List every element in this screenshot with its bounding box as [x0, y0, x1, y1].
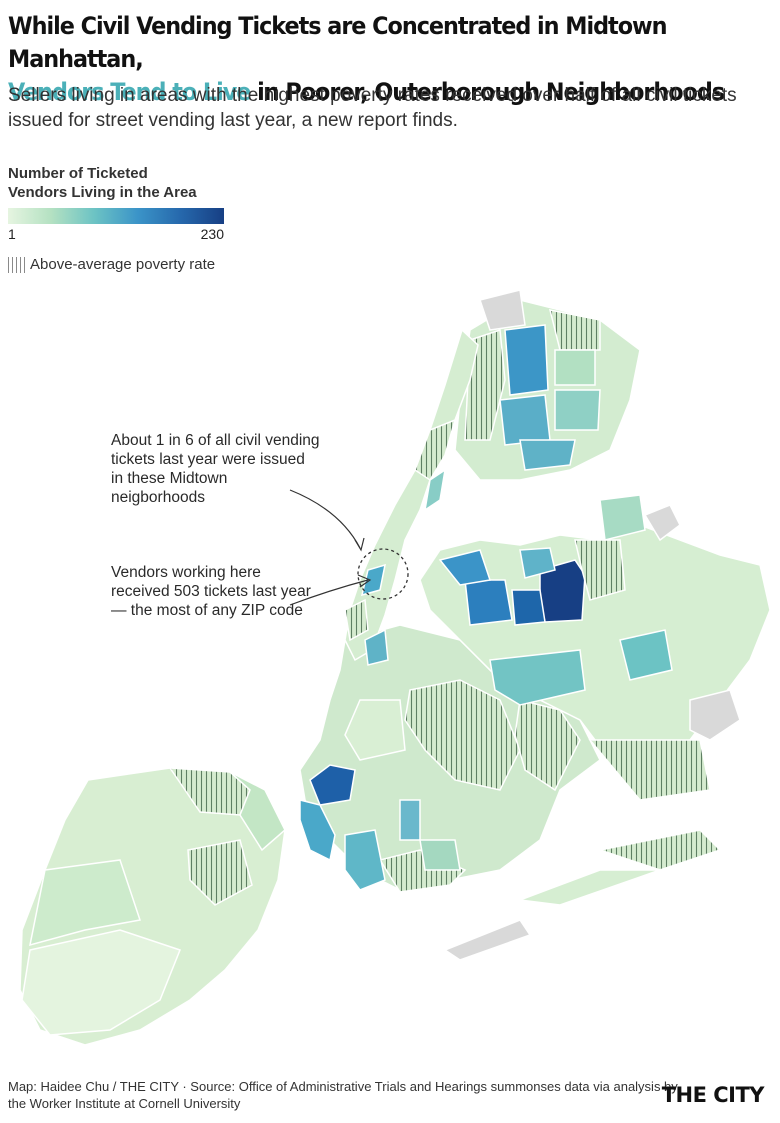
legend-max-label: 230 — [200, 226, 224, 242]
poverty-hatch-swatch — [8, 257, 26, 273]
brooklyn-midwood — [419, 839, 461, 871]
legend-color-ramp — [8, 208, 224, 224]
poverty-hatch-label: Above-average poverty rate — [30, 256, 216, 273]
queens-south-poverty — [588, 739, 711, 801]
title-line-1: While Civil Vending Tickets are Concentr… — [8, 12, 667, 73]
title-highlight: Vendors Tend to Live — [8, 78, 251, 106]
source-credit: Map: Haidee Chu / THE CITY · Source: Off… — [8, 1079, 678, 1111]
queens-elmhurst — [511, 589, 546, 626]
bronx-pelham — [554, 349, 596, 386]
brooklyn-bensonhurst — [344, 829, 386, 891]
breezy-point-nodata — [443, 919, 532, 961]
bronx-parkchester — [554, 389, 601, 431]
bronx-tremont — [499, 394, 551, 446]
bronx-riverdale-nodata — [479, 289, 526, 331]
queens-jfk-nodata — [689, 689, 741, 741]
queens-flushing-poverty — [574, 539, 626, 601]
manhattan-lower-poverty — [344, 598, 369, 642]
staten-island-shore — [21, 929, 181, 1036]
subtitle: Sellers living in areas with the highest… — [8, 85, 737, 131]
staten-island — [19, 767, 286, 1046]
manhattan-east-harlem — [423, 468, 447, 512]
staten-island-west — [29, 859, 141, 947]
annotation-arrow-top-zip — [289, 579, 369, 606]
manhattan-chinatown — [364, 628, 389, 666]
bronx — [454, 289, 681, 542]
legend-min-label: 1 — [8, 226, 16, 242]
the-city-logo: THE CITY — [661, 1083, 765, 1107]
queens-corona — [464, 579, 513, 626]
manhattan-harlem-poverty — [414, 418, 457, 482]
bronx-soundview — [519, 439, 576, 471]
queens-rockaway — [519, 869, 661, 906]
brooklyn-poverty-central — [404, 679, 521, 791]
queens-richmond-hill — [489, 649, 586, 706]
annotation-top-zip: Vendors working here received 503 ticket… — [111, 564, 311, 619]
legend-title-line-1: Number of Ticketed — [8, 165, 148, 182]
midtown-callout-circle — [357, 548, 409, 600]
brooklyn-north-river — [344, 699, 406, 761]
manhattan — [344, 328, 479, 666]
queens-jamaica — [619, 629, 673, 681]
staten-island-east — [229, 771, 286, 852]
manhattan-midtown-west — [360, 563, 386, 597]
legend-title: Number of Ticketed Vendors Living in the… — [8, 164, 268, 202]
queens-astoria — [438, 549, 491, 586]
annotation-arrow-midtown-head — [354, 537, 365, 552]
queens-land — [419, 524, 771, 761]
annotation-midtown: About 1 in 6 of all civil vending ticket… — [111, 432, 320, 506]
nyc-map — [19, 289, 771, 1046]
brooklyn — [299, 624, 601, 893]
brooklyn-flatbush — [399, 799, 421, 841]
bronx-poverty-north — [548, 309, 601, 351]
brooklyn-poverty-south — [378, 849, 467, 893]
queens-woodside — [519, 547, 556, 579]
queens-east — [599, 494, 646, 541]
brooklyn-bay-ridge — [299, 799, 336, 862]
queens-rockaway-poverty — [597, 829, 722, 871]
brooklyn-sunset-park-high — [309, 764, 356, 806]
title-line-2: in Poorer, Outerborough Neighborhoods — [250, 78, 725, 106]
bronx-fordham — [504, 324, 549, 396]
chart-title: While Civil Vending Tickets are Concentr… — [8, 10, 725, 109]
rikers-nodata — [643, 504, 681, 542]
staten-island-central-poverty — [187, 839, 253, 906]
annotation-arrow-top-zip-head — [357, 574, 372, 588]
legend-title-line-2: Vendors Living in the Area — [8, 184, 197, 201]
queens — [419, 494, 771, 961]
